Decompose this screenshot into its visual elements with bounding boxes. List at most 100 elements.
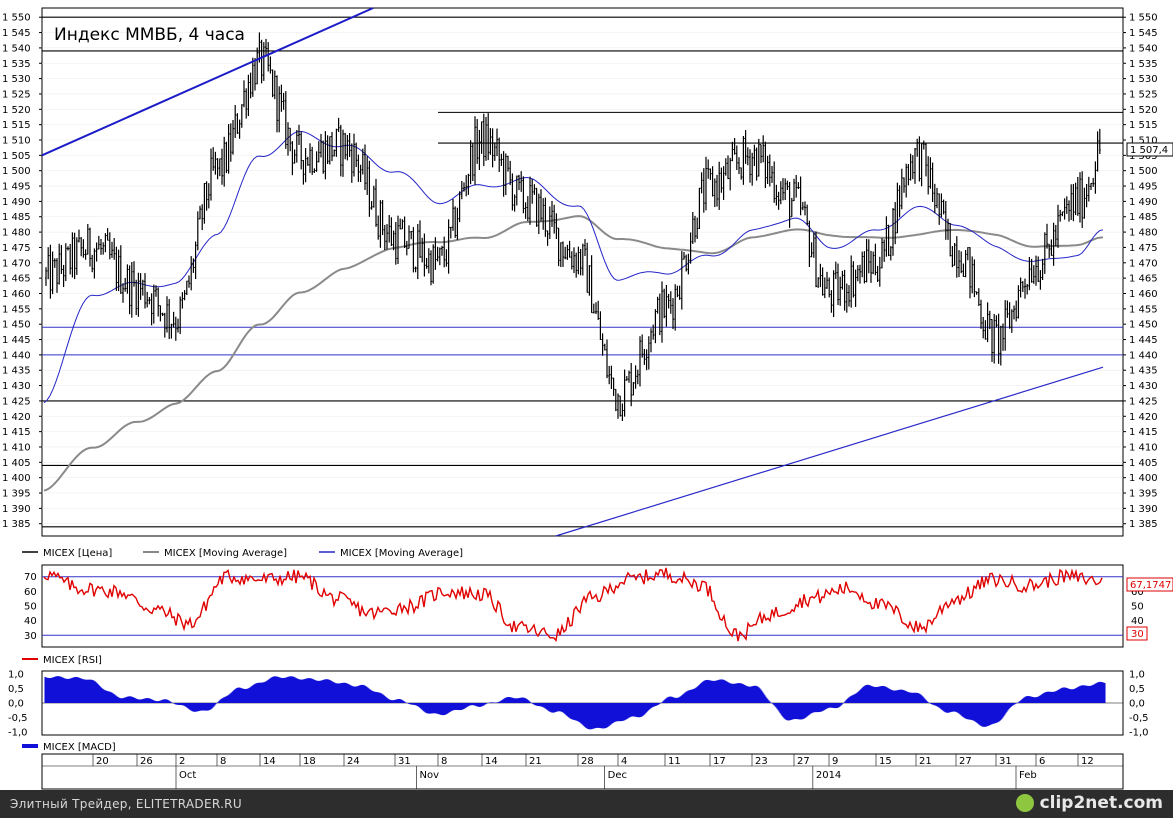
legend-ma-fast: MICEX [Moving Average] <box>340 548 463 559</box>
price-tick-label-right: 1 450 <box>1129 320 1158 331</box>
rsi-tick-label-right: 60 <box>1131 587 1144 598</box>
price-tick-label-right: 1 475 <box>1129 243 1158 254</box>
price-tick-label-left: 1 445 <box>2 335 31 346</box>
legend-price: MICEX [Цена] <box>43 548 112 559</box>
last-rsi-label: 67,1747 <box>1130 580 1171 591</box>
date-tick-label: 14 <box>263 756 276 767</box>
price-tick-label-right: 1 495 <box>1129 182 1158 193</box>
price-tick-label-right: 1 500 <box>1129 166 1158 177</box>
footer-brand[interactable]: clip2net.com <box>1015 793 1163 813</box>
price-tick-label-right: 1 550 <box>1129 13 1158 24</box>
date-tick-label: 4 <box>621 756 627 767</box>
price-tick-label-right: 1 410 <box>1129 442 1158 453</box>
price-tick-label-left: 1 455 <box>2 304 31 315</box>
price-tick-label-right: 1 530 <box>1129 74 1158 85</box>
price-tick-label-left: 1 485 <box>2 212 31 223</box>
price-tick-label-right: 1 435 <box>1129 366 1158 377</box>
price-tick-label-right: 1 525 <box>1129 89 1158 100</box>
date-tick-label: 9 <box>832 756 838 767</box>
date-tick-label: 18 <box>303 756 316 767</box>
price-tick-label-left: 1 475 <box>2 243 31 254</box>
date-tick-label: 28 <box>581 756 594 767</box>
month-tick-label: Dec <box>608 770 627 781</box>
price-tick-label-left: 1 530 <box>2 74 31 85</box>
date-tick-label: 21 <box>529 756 542 767</box>
price-tick-label-right: 1 405 <box>1129 458 1158 469</box>
price-tick-label-right: 1 395 <box>1129 489 1158 500</box>
price-tick-label-right: 1 485 <box>1129 212 1158 223</box>
ma-slow-line <box>43 215 1104 492</box>
price-tick-label-right: 1 430 <box>1129 381 1158 392</box>
date-tick-label: 2 <box>179 756 185 767</box>
price-tick-label-right: 1 540 <box>1129 43 1158 54</box>
macd-tick-label-left: -0,5 <box>8 713 28 724</box>
price-tick-label-left: 1 550 <box>2 13 31 24</box>
date-tick-label: 31 <box>999 756 1012 767</box>
price-tick-label-left: 1 490 <box>2 197 31 208</box>
price-tick-label-right: 1 390 <box>1129 504 1158 515</box>
price-tick-label-left: 1 460 <box>2 289 31 300</box>
price-tick-label-right: 1 420 <box>1129 412 1158 423</box>
price-tick-label-left: 1 420 <box>2 412 31 423</box>
macd-tick-label-right: -1,0 <box>1129 728 1149 739</box>
price-tick-label-right: 1 520 <box>1129 105 1158 116</box>
price-tick-label-right: 1 490 <box>1129 197 1158 208</box>
date-tick-label: 24 <box>347 756 360 767</box>
rsi-tick-label-right: 50 <box>1131 602 1144 613</box>
price-tick-label-left: 1 390 <box>2 504 31 515</box>
price-tick-label-right: 1 480 <box>1129 228 1158 239</box>
price-tick-label-right: 1 470 <box>1129 258 1158 269</box>
price-tick-label-right: 1 425 <box>1129 396 1158 407</box>
clip2net-logo-icon <box>1015 794 1034 812</box>
price-tick-label-left: 1 495 <box>2 182 31 193</box>
date-tick-label: 14 <box>485 756 498 767</box>
date-tick-label: 26 <box>140 756 153 767</box>
date-tick-label: 27 <box>797 756 810 767</box>
footer-source: Элитный Трейдер, ELITETRADER.RU <box>10 797 242 811</box>
macd-tick-label-right: 1,0 <box>1129 669 1145 680</box>
date-tick-label: 12 <box>1081 756 1094 767</box>
price-tick-label-left: 1 405 <box>2 458 31 469</box>
rsi-tick-label-left: 70 <box>24 572 37 583</box>
price-tick-label-left: 1 525 <box>2 89 31 100</box>
date-tick-label: 8 <box>441 756 447 767</box>
macd-tick-label-left: -1,0 <box>8 728 28 739</box>
price-panel-frame <box>41 7 1124 537</box>
price-tick-label-left: 1 545 <box>2 28 31 39</box>
rsi-tick-label-left: 40 <box>24 616 37 627</box>
macd-tick-label-left: 0,0 <box>8 699 24 710</box>
rsi-line <box>43 567 1103 643</box>
price-tick-label-left: 1 425 <box>2 396 31 407</box>
price-tick-label-left: 1 465 <box>2 274 31 285</box>
rsi-30-box <box>1126 626 1148 641</box>
macd-tick-label-right: 0,0 <box>1129 699 1145 710</box>
price-tick-label-right: 1 440 <box>1129 350 1158 361</box>
price-tick-label-left: 1 430 <box>2 381 31 392</box>
legend-rsi: MICEX [RSI] <box>43 655 102 666</box>
price-tick-label-left: 1 470 <box>2 258 31 269</box>
price-tick-label-left: 1 480 <box>2 228 31 239</box>
trendline <box>41 7 374 157</box>
date-tick-label: 15 <box>879 756 892 767</box>
price-tick-label-right: 1 400 <box>1129 473 1158 484</box>
chart-title: Индекс ММВБ, 4 часа <box>54 25 245 45</box>
last-price-label: 1 507,4 <box>1130 145 1168 156</box>
date-tick-label: 27 <box>959 756 972 767</box>
macd-tick-label-left: 0,5 <box>8 684 24 695</box>
price-tick-label-right: 1 460 <box>1129 289 1158 300</box>
chart-canvas: 1 385 1 390 1 395 1 400 1 405 1 410 1 415 1 420… <box>2 7 1173 790</box>
price-tick-label-left: 1 540 <box>2 43 31 54</box>
price-tick-label-left: 1 510 <box>2 136 31 147</box>
legend-ma-slow: MICEX [Moving Average] <box>164 548 287 559</box>
last-price-box <box>1126 142 1173 157</box>
date-axis-frame <box>41 753 1124 790</box>
date-tick-label: 23 <box>755 756 768 767</box>
price-tick-label-left: 1 515 <box>2 120 31 131</box>
rsi-panel-frame <box>41 564 1124 648</box>
macd-tick-label-right: 0,5 <box>1129 684 1145 695</box>
footer-brand-label: clip2net.com <box>1039 793 1163 813</box>
price-tick-label-right: 1 455 <box>1129 304 1158 315</box>
macd-tick-label-left: 1,0 <box>8 669 24 680</box>
rsi-tick-label-right: 40 <box>1131 616 1144 627</box>
